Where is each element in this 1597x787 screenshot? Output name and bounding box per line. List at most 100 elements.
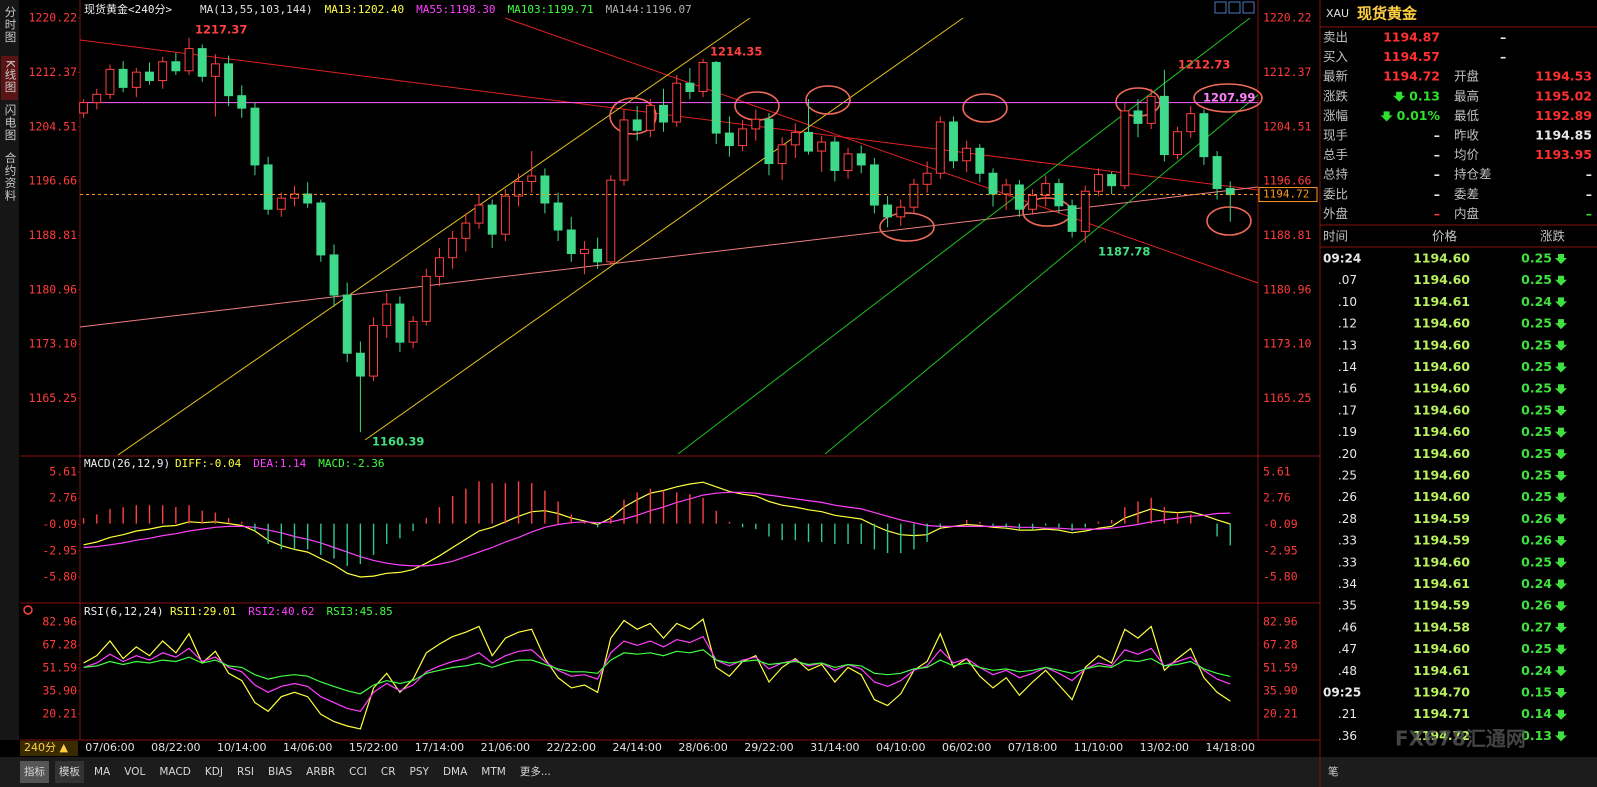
trades-header: 价格: [1432, 229, 1458, 244]
candle-body: [1080, 190, 1090, 232]
y-tick-label: 1204.51: [29, 119, 78, 133]
trade-time: 09:25: [1323, 686, 1361, 700]
candle-body: [263, 164, 273, 210]
candle-body: [579, 248, 589, 255]
indicator-tab[interactable]: PSY: [410, 766, 430, 778]
y-tick-label-right: 2.76: [1263, 491, 1291, 505]
y-tick-label-right: -0.09: [1263, 517, 1298, 531]
marks: 1220.22 1220.22 1212.37 1212.37 1204.51 1204.…: [29, 11, 1318, 754]
circle: [962, 93, 1008, 123]
indicator-tab[interactable]: ARBR: [306, 766, 335, 778]
candle-body: [92, 93, 102, 104]
window-button[interactable]: [1242, 1, 1255, 14]
down-arrow: [1555, 297, 1567, 308]
legend-entry: RSI2:40.62: [248, 605, 314, 618]
candle-body: [738, 128, 748, 147]
x-tick-label: 06/02:00: [942, 741, 991, 754]
candle-body: [79, 102, 89, 114]
candle-body: [171, 61, 181, 72]
candle-body: [645, 104, 655, 131]
indicator-tab[interactable]: 模板: [59, 765, 80, 778]
y-tick-label: -0.09: [42, 517, 77, 531]
y-tick-label-right: 82.96: [1263, 615, 1298, 629]
trade-change: 0.26: [1521, 533, 1552, 548]
candle-body: [158, 61, 168, 81]
trade-price: 1194.60: [1413, 641, 1470, 656]
down-arrow: [1393, 91, 1406, 102]
window-button[interactable]: [1214, 1, 1227, 14]
indicator-tab[interactable]: KDJ: [205, 766, 223, 778]
indicator-tab[interactable]: 更多...: [520, 765, 551, 778]
candle-body: [131, 71, 141, 88]
indicator-tab[interactable]: MACD: [159, 766, 190, 778]
y-tick-label-right: 35.90: [1263, 683, 1298, 697]
trade-price: 1194.72: [1413, 728, 1470, 743]
trades-header: 时间: [1323, 229, 1348, 244]
indicator-tab[interactable]: 指标: [24, 765, 45, 778]
indicator-tab[interactable]: CR: [381, 766, 396, 778]
trade-change: 0.13: [1521, 728, 1552, 743]
candle-body: [909, 183, 919, 208]
quote-value: –: [1586, 206, 1592, 221]
trade-price: 1194.61: [1413, 663, 1470, 678]
indicator-tab[interactable]: RSI: [237, 766, 254, 778]
indicator-tab[interactable]: VOL: [124, 766, 145, 778]
trade-time: .33: [1338, 555, 1357, 569]
sidebar-tab[interactable]: K线图: [4, 60, 18, 94]
candle-body: [935, 121, 945, 174]
down-arrow: [1555, 536, 1567, 547]
period-box: [20, 741, 78, 756]
trend-line: [79, 39, 1259, 191]
trade-price: 1194.60: [1413, 251, 1470, 266]
period-selector[interactable]: 240分 ▲: [24, 741, 68, 754]
trade-time: .14: [1338, 360, 1357, 374]
candle-body: [553, 202, 563, 231]
trade-price: 1194.60: [1413, 316, 1470, 331]
candle-body: [474, 204, 484, 224]
right-tab[interactable]: 笔: [1328, 765, 1339, 778]
trade-time: 09:24: [1323, 252, 1361, 266]
trade-price: 1194.60: [1413, 489, 1470, 504]
window-button[interactable]: [1228, 1, 1241, 14]
indicator-tab[interactable]: DMA: [443, 766, 468, 778]
candle-body: [197, 48, 207, 77]
trade-price: 1194.60: [1413, 359, 1470, 374]
candle-body: [724, 132, 734, 147]
sidebar-tab[interactable]: 闪电图: [4, 103, 18, 141]
candle-body: [500, 195, 510, 235]
candle-body: [949, 121, 958, 162]
sidebar-tab[interactable]: 合约资料: [4, 151, 18, 202]
indicator-legend: MA(13,55,103,144) MA13:1202.40 MA55:1198.3…: [200, 3, 692, 16]
down-arrow: [1555, 340, 1567, 351]
quote-value: 1192.89: [1535, 108, 1592, 123]
indicator-tab[interactable]: MTM: [481, 766, 506, 778]
quote-label: 委差: [1454, 186, 1479, 201]
indicator-tab[interactable]: CCI: [349, 766, 367, 778]
down-arrow: [1555, 492, 1567, 503]
quote-value: 1195.02: [1535, 88, 1592, 103]
trade-time: .47: [1338, 642, 1357, 656]
y-tick-label: -5.80: [42, 569, 77, 583]
quote-label: 最新: [1323, 69, 1348, 84]
trade-time: .13: [1338, 338, 1357, 352]
candle-body: [1107, 174, 1117, 187]
down-arrow: [1555, 254, 1567, 264]
y-tick-label-right: 1180.96: [1263, 282, 1312, 296]
tab-bg: [20, 761, 49, 783]
trade-change: 0.26: [1521, 511, 1552, 526]
watermark: FX678汇通网: [1395, 727, 1526, 751]
settings-icon[interactable]: [23, 605, 33, 615]
candle-body: [777, 144, 787, 165]
sidebar-tab[interactable]: 分时图: [4, 6, 18, 44]
x-tick-label: 17/14:00: [415, 741, 464, 754]
bottom-bar: [0, 757, 1597, 787]
x-tick-label: 10/14:00: [217, 741, 266, 754]
candle-body: [1001, 184, 1011, 195]
candle-body: [1212, 156, 1222, 189]
indicator-tab[interactable]: BIAS: [268, 766, 292, 778]
y-tick-label-right: 1165.25: [1263, 391, 1311, 405]
trades-table: 09:24 1194.60 0.25 .07 1194.60 0.25 .10 1194.61…: [1323, 251, 1567, 743]
trade-time: .25: [1338, 469, 1357, 483]
indicator-tab[interactable]: MA: [94, 766, 111, 778]
down-arrow: [1555, 471, 1567, 481]
